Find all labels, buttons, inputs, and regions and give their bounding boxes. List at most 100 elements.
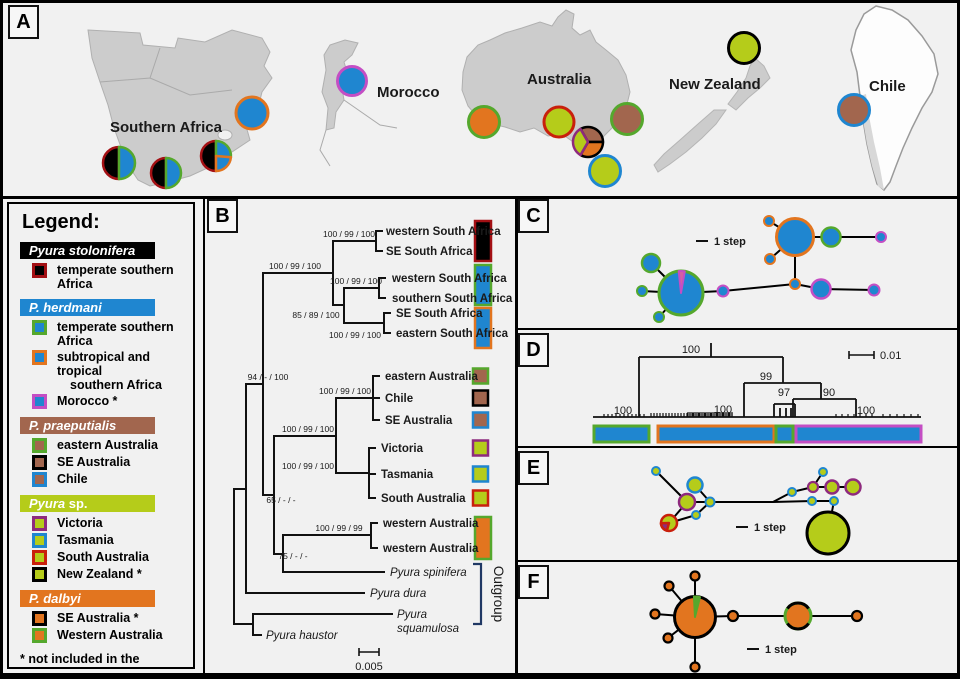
pie-sector bbox=[677, 269, 686, 294]
clade-bar bbox=[794, 424, 923, 444]
haplotype-node bbox=[807, 496, 817, 506]
haplotype-node bbox=[818, 467, 828, 477]
legend-item-label: temperate southern Africa bbox=[57, 320, 174, 348]
legend-item: Tasmania bbox=[32, 533, 193, 548]
haplotype-node bbox=[542, 105, 576, 139]
haplotype-node bbox=[234, 95, 270, 131]
network bbox=[636, 215, 887, 323]
support-value: 94 / - / 100 bbox=[248, 372, 289, 382]
legend-section-header: P. dalbyi bbox=[20, 590, 155, 607]
legend-swatch bbox=[32, 516, 47, 531]
scale-label-c: 1 step bbox=[714, 236, 746, 248]
legend-swatch bbox=[32, 263, 47, 278]
panel-label-c: C bbox=[518, 199, 549, 233]
haplotype-node bbox=[716, 284, 730, 298]
support-value: 100 / 99 / 100 bbox=[319, 386, 371, 396]
support-value: 65 / - / - bbox=[266, 495, 295, 505]
tick-comb bbox=[603, 414, 645, 417]
haplotype-node bbox=[467, 105, 501, 139]
map-new-zealand: New Zealand bbox=[653, 57, 771, 173]
leaf-label: SE South Africa bbox=[396, 308, 483, 320]
legend-item: South Australia bbox=[32, 550, 193, 565]
haplotype-node bbox=[704, 496, 716, 508]
legend-item: New Zealand * bbox=[32, 567, 193, 582]
panel-b-phylogeny: Outgroup 0.005 western South Africa SE So… bbox=[233, 219, 513, 673]
legend-item-label: subtropical and tropical southern Africa bbox=[57, 350, 162, 392]
support-value: 100 / 99 / 100 bbox=[269, 261, 321, 271]
support-value: 100 / 99 / 99 bbox=[315, 523, 363, 533]
legend-swatch bbox=[32, 394, 47, 409]
support-value: 100 / 99 / 100 bbox=[282, 424, 334, 434]
support-value: 75 / - / - bbox=[278, 551, 307, 561]
haplotype-node bbox=[336, 65, 368, 97]
legend-item: Morocco * bbox=[32, 394, 193, 409]
leaf-label: Pyura spinifera bbox=[390, 567, 467, 579]
pie-sector bbox=[199, 139, 218, 173]
haplotype-node bbox=[588, 154, 622, 188]
divider-b-right bbox=[515, 196, 518, 673]
leaf-label: Pyura dura bbox=[370, 588, 426, 600]
outgroup-bracket bbox=[473, 562, 483, 626]
chile-pies bbox=[837, 93, 871, 127]
haplotype-node bbox=[837, 93, 871, 127]
map-label-southern-africa: Southern Africa bbox=[110, 119, 223, 136]
panel-c-network: 1 step bbox=[636, 215, 887, 323]
haplotype-node bbox=[875, 231, 887, 243]
panel-e-network: 1 step bbox=[651, 466, 862, 556]
leaf-label: western Australia bbox=[382, 543, 479, 555]
legend-item: Victoria bbox=[32, 516, 193, 531]
legend-section-header: P. herdmani bbox=[20, 299, 155, 316]
haplotype-node bbox=[844, 478, 862, 496]
leaf-label: western South Africa bbox=[385, 226, 501, 238]
legend-swatch bbox=[32, 567, 47, 582]
legend-swatch bbox=[32, 628, 47, 643]
legend-item-label: temperate southern Africa bbox=[57, 263, 174, 291]
haplotype-node bbox=[824, 479, 840, 495]
scale-bar-d bbox=[848, 351, 875, 359]
southern-africa-pies bbox=[101, 95, 270, 190]
network bbox=[837, 93, 871, 127]
pie-sector bbox=[117, 145, 137, 181]
leaf-label: squamulosa bbox=[397, 623, 459, 635]
clade-bar bbox=[592, 424, 651, 444]
network bbox=[651, 466, 862, 556]
legend-sections: Pyura stolonifera temperate southern Afri… bbox=[9, 242, 193, 643]
network bbox=[649, 570, 864, 673]
leaf-label: Pyura bbox=[397, 609, 427, 621]
leaf-label: eastern Australia bbox=[385, 371, 478, 383]
legend-item-label: New Zealand * bbox=[57, 567, 142, 581]
clade-bar bbox=[473, 219, 493, 263]
haplotype-node bbox=[820, 226, 842, 248]
legend-item-label: Western Australia bbox=[57, 628, 163, 642]
leaf-swatch bbox=[471, 411, 490, 429]
haplotype-node bbox=[610, 102, 644, 136]
leaf-label: Pyura haustor bbox=[266, 630, 339, 642]
scale-label-d: 0.01 bbox=[880, 350, 901, 362]
pie-sector bbox=[149, 156, 168, 190]
haplotype-node bbox=[829, 496, 839, 506]
haplotype-node bbox=[662, 632, 674, 644]
d-tree-labels: 100 99 97 90 100 100 100 bbox=[592, 344, 923, 444]
network bbox=[101, 95, 270, 190]
leaf-label: western South Africa bbox=[391, 273, 507, 285]
tree-labels: western South Africa SE South Africa weste… bbox=[248, 219, 513, 642]
clade-bar bbox=[774, 424, 795, 444]
panel-label-d: D bbox=[518, 333, 549, 367]
haplotype-node bbox=[691, 510, 701, 520]
support-value: 100 / 99 / 100 bbox=[323, 229, 375, 239]
haplotype-node bbox=[789, 278, 801, 290]
network bbox=[467, 102, 644, 188]
support-value: 100 bbox=[857, 405, 875, 417]
leaf-label: western Australia bbox=[382, 518, 479, 530]
legend-swatch bbox=[32, 611, 47, 626]
divider-legend-b bbox=[203, 196, 205, 673]
haplotype-node bbox=[764, 253, 776, 265]
haplotype-node bbox=[640, 252, 662, 274]
leaf-label: Victoria bbox=[381, 443, 424, 455]
haplotype-node bbox=[636, 285, 648, 297]
leaf-swatch bbox=[471, 367, 490, 385]
lesotho-hole bbox=[217, 129, 233, 141]
map-morocco: Morocco bbox=[319, 39, 440, 167]
legend-swatch bbox=[32, 550, 47, 565]
legend-item-label: Chile bbox=[57, 472, 88, 486]
